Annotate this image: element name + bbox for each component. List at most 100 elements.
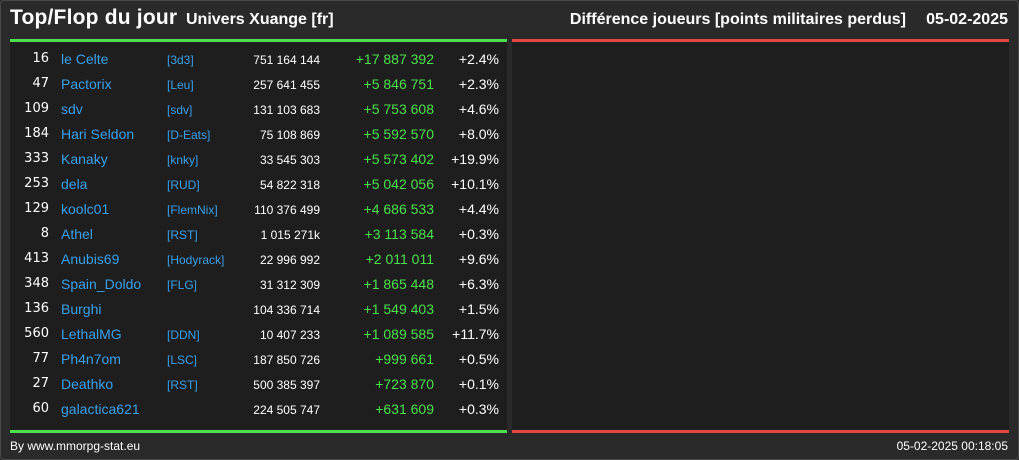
player-points: 500 385 397 [253, 378, 320, 392]
points-difference: +5 846 751 [363, 76, 434, 92]
percent-change: +0.1% [458, 376, 499, 392]
table-row: 109 sdv [sdv] 131 103 683 +5 753 608 +4.6% [10, 97, 507, 122]
alliance-tag-link[interactable]: [FlemNix] [167, 203, 218, 217]
alliance-tag-link[interactable]: [knky] [167, 153, 199, 167]
points-difference: +1 865 448 [363, 276, 434, 292]
alliance-tag-link[interactable]: [RST] [167, 378, 198, 392]
player-name-link[interactable]: Burghi [61, 301, 102, 317]
player-points: 22 996 992 [259, 253, 320, 267]
percent-change: +1.5% [458, 301, 499, 317]
player-rank: 560 [24, 326, 49, 341]
percent-change: +11.7% [452, 326, 499, 342]
player-points: 257 641 455 [253, 78, 320, 92]
player-name-link[interactable]: sdv [61, 101, 83, 117]
percent-change: +0.3% [458, 401, 499, 417]
player-rank: 413 [24, 251, 49, 266]
top-list: 16 le Celte [3d3] 751 164 144 +17 887 392 +2.… [10, 47, 507, 422]
player-name-link[interactable]: Ph4n7om [61, 351, 121, 367]
player-rank: 253 [24, 176, 49, 191]
player-rank: 8 [40, 226, 49, 241]
player-points: 10 407 233 [259, 328, 320, 342]
flop-panel [512, 42, 1009, 430]
player-name-link[interactable]: Kanaky [61, 151, 108, 167]
player-name-link[interactable]: Anubis69 [61, 251, 120, 267]
page-title: Top/Flop du jour [10, 6, 178, 29]
percent-change: +2.3% [458, 76, 499, 92]
header-date: 05-02-2025 [926, 11, 1008, 28]
player-name-link[interactable]: dela [61, 176, 88, 192]
table-row: 129 koolc01 [FlemNix] 110 376 499 +4 686 533… [10, 197, 507, 222]
table-row: 348 Spain_Doldo [FLG] 31 312 309 +1 865 448 +… [10, 272, 507, 297]
universe-label: Univers Xuange [fr] [186, 11, 334, 28]
points-difference: +5 753 608 [363, 101, 434, 117]
table-row: 413 Anubis69 [Hodyrack] 22 996 992 +2 011 01… [10, 247, 507, 272]
percent-change: +9.6% [458, 251, 499, 267]
alliance-tag-link[interactable]: [LSC] [167, 353, 198, 367]
player-points: 131 103 683 [253, 103, 320, 117]
points-difference: +4 686 533 [363, 201, 434, 217]
percent-change: +0.3% [458, 226, 499, 242]
alliance-tag-link[interactable]: [RST] [167, 228, 198, 242]
percent-change: +6.3% [458, 276, 499, 292]
player-rank: 136 [24, 301, 49, 316]
points-difference: +723 870 [375, 376, 434, 392]
alliance-tag-link[interactable]: [Leu] [167, 78, 194, 92]
player-name-link[interactable]: galactica621 [61, 401, 140, 417]
player-name-link[interactable]: Deathko [61, 376, 114, 392]
points-difference: +2 011 011 [365, 251, 434, 267]
player-points: 224 505 747 [253, 403, 320, 417]
player-rank: 47 [32, 76, 49, 91]
table-row: 8 Athel [RST] 1 015 271k +3 113 584 +0.3% [10, 222, 507, 247]
player-rank: 27 [32, 376, 49, 391]
alliance-tag-link[interactable]: [RUD] [167, 178, 200, 192]
alliance-tag-link[interactable]: [D-Eats] [167, 128, 211, 142]
alliance-tag-link[interactable]: [sdv] [167, 103, 193, 117]
flop-panel-accent-top [512, 39, 1009, 42]
percent-change: +4.6% [458, 101, 499, 117]
top-panel-accent-bottom [10, 430, 507, 433]
player-name-link[interactable]: Hari Seldon [61, 126, 135, 142]
player-points: 104 336 714 [253, 303, 320, 317]
player-points: 75 108 869 [259, 128, 320, 142]
generated-timestamp: 05-02-2025 00:18:05 [896, 439, 1008, 453]
alliance-tag-link[interactable]: [3d3] [167, 53, 194, 67]
top-panel [10, 42, 507, 430]
player-name-link[interactable]: Athel [61, 226, 93, 242]
points-difference: +5 592 570 [363, 126, 434, 142]
source-link[interactable]: By www.mmorpg-stat.eu [10, 439, 141, 453]
flop-panel-accent-bottom [512, 430, 1009, 433]
table-row: 136 Burghi 104 336 714 +1 549 403 +1.5% [10, 297, 507, 322]
alliance-tag-link[interactable]: [FLG] [167, 278, 198, 292]
table-row: 27 Deathko [RST] 500 385 397 +723 870 +0.1% [10, 372, 507, 397]
percent-change: +2.4% [458, 51, 499, 67]
table-row: 560 LethalMG [DDN] 10 407 233 +1 089 585 +11.… [10, 322, 507, 347]
player-rank: 184 [24, 126, 49, 141]
percent-change: +19.9% [451, 151, 499, 167]
table-row: 16 le Celte [3d3] 751 164 144 +17 887 392 +2.… [10, 47, 507, 72]
percent-change: +0.5% [458, 351, 499, 367]
player-points: 751 164 144 [253, 53, 320, 67]
points-difference: +5 573 402 [363, 151, 434, 167]
percent-change: +8.0% [458, 126, 499, 142]
percent-change: +4.4% [458, 201, 499, 217]
metric-label: Différence joueurs [points militaires pe… [569, 11, 906, 28]
player-name-link[interactable]: LethalMG [61, 326, 122, 342]
player-name-link[interactable]: Pactorix [61, 76, 112, 92]
player-name-link[interactable]: Spain_Doldo [61, 276, 142, 292]
alliance-tag-link[interactable]: [Hodyrack] [167, 253, 225, 267]
player-rank: 348 [24, 276, 49, 291]
points-difference: +999 661 [375, 351, 434, 367]
player-name-link[interactable]: le Celte [61, 51, 109, 67]
player-points: 187 850 726 [253, 353, 320, 367]
points-difference: +1 089 585 [363, 326, 434, 342]
player-name-link[interactable]: koolc01 [61, 201, 110, 217]
points-difference: +5 042 056 [363, 176, 434, 192]
points-difference: +17 887 392 [355, 51, 434, 67]
player-rank: 109 [24, 101, 49, 116]
player-rank: 16 [32, 51, 49, 66]
table-row: 47 Pactorix [Leu] 257 641 455 +5 846 751 +2.3… [10, 72, 507, 97]
table-row: 333 Kanaky [knky] 33 545 303 +5 573 402 +19.9… [10, 147, 507, 172]
points-difference: +3 113 584 [364, 226, 434, 242]
alliance-tag-link[interactable]: [DDN] [167, 328, 200, 342]
table-row: 60 galactica621 224 505 747 +631 609 +0.3% [10, 397, 507, 422]
